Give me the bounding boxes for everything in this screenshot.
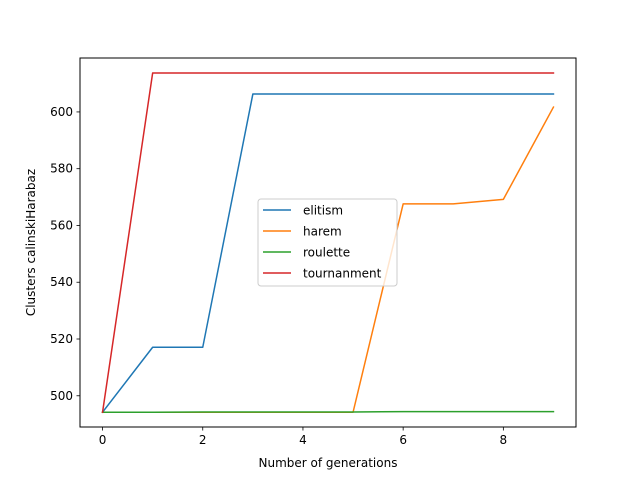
- series-line-elitism: [101, 93, 555, 414]
- x-axis-label: Number of generations: [259, 456, 398, 470]
- x-axis-ticks: 0 2 4 6 8: [99, 427, 507, 447]
- y-tick-label: 560: [50, 218, 73, 232]
- y-axis-label: Clusters calinskiHarabaz: [24, 169, 38, 316]
- x-tick-label: 8: [500, 433, 508, 447]
- series-line-roulette: [101, 410, 555, 413]
- y-axis-ticks: 500 520 540 560 580 600: [50, 105, 80, 403]
- plot-frame: [79, 57, 577, 428]
- legend-box: [257, 198, 398, 287]
- x-tick-label: 2: [199, 433, 207, 447]
- series-layer: [101, 72, 555, 414]
- legend-label-tournanment: tournanment: [303, 267, 382, 281]
- y-tick-label: 600: [50, 105, 73, 119]
- series-line-tournanment: [101, 72, 555, 414]
- y-tick-label: 540: [50, 275, 73, 289]
- legend-label-elitism: elitism: [303, 204, 343, 218]
- legend-label-roulette: roulette: [303, 246, 350, 260]
- y-tick-label: 500: [50, 389, 73, 403]
- x-tick-label: 6: [399, 433, 407, 447]
- legend: elitism harem roulette tournanment: [257, 198, 398, 287]
- y-tick-label: 520: [50, 332, 73, 346]
- legend-label-harem: harem: [303, 225, 342, 239]
- x-tick-label: 0: [99, 433, 107, 447]
- x-tick-label: 4: [299, 433, 307, 447]
- y-tick-label: 580: [50, 162, 73, 176]
